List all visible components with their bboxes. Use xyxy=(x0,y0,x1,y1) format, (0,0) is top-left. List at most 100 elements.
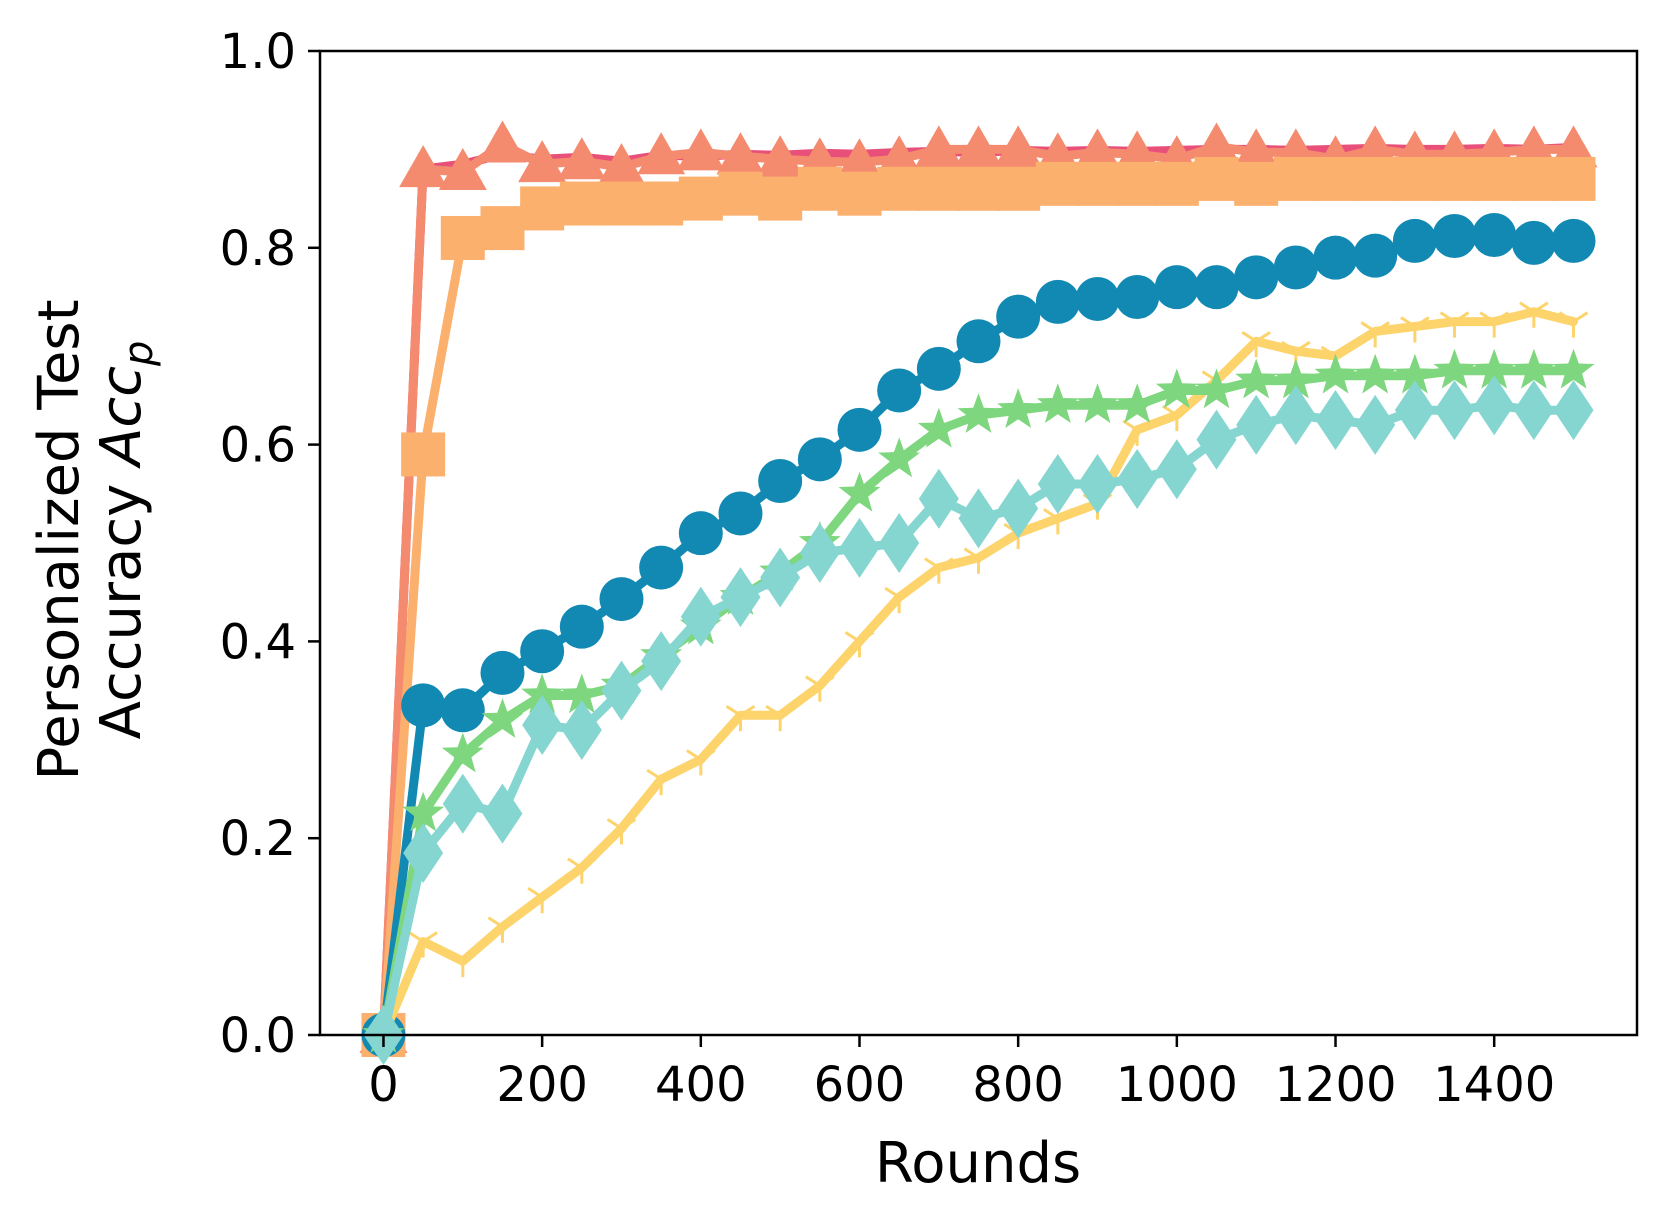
marker-tri-down xyxy=(487,916,518,943)
marker-diamond xyxy=(1196,409,1237,470)
marker-tri-down xyxy=(963,547,994,574)
marker-star xyxy=(481,698,524,738)
marker-diamond xyxy=(918,468,959,529)
marker-star xyxy=(1433,348,1476,389)
y-axis-title-line2: Accuracy Accp xyxy=(89,341,162,740)
marker-square xyxy=(1154,161,1199,206)
marker-square xyxy=(1115,161,1160,206)
marker-star xyxy=(1473,348,1516,389)
marker-diamond xyxy=(1037,453,1078,514)
marker-star xyxy=(521,673,564,714)
marker-diamond xyxy=(998,478,1039,539)
marker-diamond xyxy=(482,783,523,844)
marker-circle xyxy=(440,688,485,733)
marker-triangle xyxy=(994,125,1043,168)
marker-triangle xyxy=(835,138,884,181)
marker-square xyxy=(1035,161,1080,206)
marker-square xyxy=(877,166,922,211)
marker-square xyxy=(1313,156,1358,201)
marker-diamond xyxy=(522,695,563,756)
marker-star xyxy=(1235,358,1278,399)
marker-circle xyxy=(1551,218,1596,263)
marker-circle xyxy=(639,545,684,590)
marker-square xyxy=(480,206,525,251)
x-tick-label: 200 xyxy=(496,1057,588,1113)
marker-diamond xyxy=(641,631,682,692)
marker-circle xyxy=(559,604,604,649)
marker-diamond xyxy=(839,517,880,578)
y-tick-label: 0.8 xyxy=(220,221,296,277)
marker-diamond xyxy=(601,660,642,721)
marker-diamond xyxy=(958,488,999,549)
x-axis: 0 200 400 600 800 1000 1200 1400 xyxy=(368,1035,1555,1113)
marker-tri-down xyxy=(924,557,954,584)
x-tick-label: 1400 xyxy=(1433,1057,1555,1113)
marker-circle xyxy=(758,459,803,504)
marker-circle xyxy=(718,491,763,536)
marker-triangle xyxy=(1351,125,1400,168)
marker-triangle xyxy=(518,140,567,183)
marker-tri-down xyxy=(765,704,795,732)
marker-diamond xyxy=(1553,380,1594,441)
marker-tri-down xyxy=(1241,331,1271,358)
marker-triangle xyxy=(637,132,686,175)
marker-tri-down xyxy=(1479,311,1510,338)
series-circle xyxy=(361,213,1596,1057)
marker-circle xyxy=(877,368,922,413)
marker-square xyxy=(678,176,723,221)
marker-triangle xyxy=(399,145,448,188)
marker-star xyxy=(1314,353,1357,394)
marker-square xyxy=(1353,156,1398,201)
marker-triangle xyxy=(1192,122,1241,165)
marker-star xyxy=(838,471,881,512)
marker-square xyxy=(1273,156,1318,201)
marker-triangle xyxy=(1232,128,1281,171)
marker-tri-down xyxy=(1519,301,1549,328)
y-axis-title-line1: Personalized Test xyxy=(27,299,92,780)
marker-star xyxy=(878,437,921,478)
marker-star xyxy=(1552,348,1595,389)
marker-circle xyxy=(1234,255,1279,300)
marker-square xyxy=(837,171,882,216)
marker-tri-down xyxy=(844,631,875,658)
marker-triangle xyxy=(438,148,487,191)
series-tri-down xyxy=(368,301,1589,1051)
marker-circle xyxy=(916,346,961,391)
marker-circle xyxy=(1472,213,1517,258)
series-line xyxy=(379,142,1578,1040)
marker-star xyxy=(997,388,1040,428)
marker-star xyxy=(1354,353,1397,394)
marker-star xyxy=(1116,383,1159,423)
marker-diamond xyxy=(1394,380,1435,441)
marker-triangle xyxy=(954,125,1003,168)
marker-triangle xyxy=(597,143,646,186)
marker-star xyxy=(441,732,484,773)
marker-star xyxy=(1036,383,1079,423)
marker-tri-down xyxy=(1122,419,1152,446)
marker-diamond xyxy=(1275,385,1316,446)
y-tick-label: 1.0 xyxy=(220,24,296,80)
marker-circle xyxy=(599,577,644,622)
marker-square xyxy=(599,181,644,226)
y-tick-label: 0.0 xyxy=(220,1008,296,1064)
marker-square xyxy=(1472,156,1517,201)
marker-diamond xyxy=(760,547,801,608)
marker-square xyxy=(559,181,604,226)
marker-tri-down xyxy=(447,950,478,978)
marker-diamond xyxy=(720,567,761,628)
marker-diamond xyxy=(1156,439,1197,500)
marker-diamond xyxy=(879,513,920,573)
x-axis-title: Rounds xyxy=(875,1131,1081,1196)
marker-diamond xyxy=(1117,449,1158,510)
marker-diamond xyxy=(1077,453,1118,514)
marker-star xyxy=(917,407,960,448)
marker-diamond xyxy=(442,773,483,834)
y-tick-label: 0.6 xyxy=(220,418,296,474)
marker-tri-down xyxy=(646,768,676,796)
marker-circle xyxy=(1154,265,1199,310)
x-tick-label: 1000 xyxy=(1116,1057,1238,1113)
marker-square xyxy=(1075,161,1120,206)
marker-star xyxy=(1195,368,1238,409)
y-tick-label: 0.2 xyxy=(220,811,296,867)
